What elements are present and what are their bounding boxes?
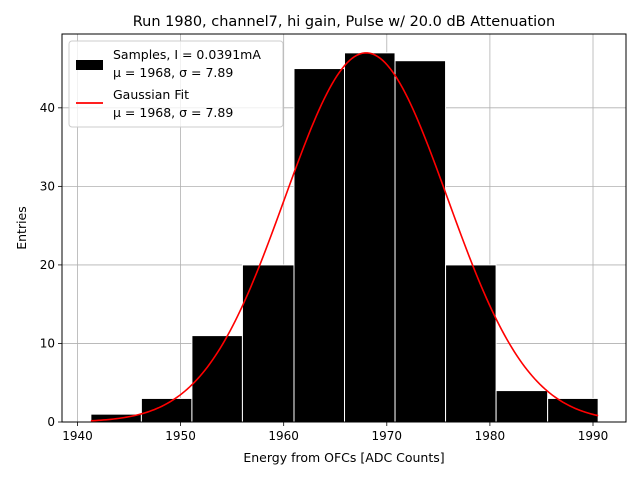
x-tick-label: 1970 <box>372 429 403 443</box>
histogram-bar <box>241 264 295 423</box>
histogram-bar <box>344 52 396 423</box>
x-tick-label: 1980 <box>475 429 506 443</box>
y-tick-label: 10 <box>40 336 55 350</box>
legend-fit-label: Gaussian Fit <box>113 87 189 102</box>
y-tick-label: 20 <box>40 258 55 272</box>
y-axis-label: Entries <box>14 206 29 250</box>
legend-box <box>68 40 284 128</box>
x-tick-label: 1990 <box>578 429 609 443</box>
legend: Samples, I = 0.0391mA μ = 1968, σ = 7.89… <box>68 40 284 128</box>
plot-frame <box>61 33 627 423</box>
histogram-bar <box>293 68 346 423</box>
y-tick-label: 30 <box>40 179 55 193</box>
gaussian-fit-curve <box>90 52 599 422</box>
y-tick-label: 0 <box>47 415 55 429</box>
legend-samples-swatch <box>76 60 103 70</box>
legend-fit-stats: μ = 1968, σ = 7.89 <box>113 105 233 120</box>
chart-title: Run 1980, channel7, hi gain, Pulse w/ 20… <box>133 14 556 30</box>
y-tick-label: 40 <box>40 101 55 115</box>
histogram-bar <box>140 397 193 423</box>
x-tick-label: 1940 <box>62 429 93 443</box>
histogram-bar <box>394 60 447 423</box>
histogram-bar <box>191 335 243 423</box>
y-axis-ticks: 0 10 20 30 40 <box>40 101 62 429</box>
x-tick-label: 1950 <box>165 429 196 443</box>
histogram-bar <box>547 397 599 423</box>
legend-samples-stats: μ = 1968, σ = 7.89 <box>113 65 233 80</box>
histogram-bar <box>495 390 549 423</box>
x-axis-ticks: 1940 1950 1960 1970 1980 1990 <box>62 422 608 443</box>
legend-samples-label: Samples, I = 0.0391mA <box>113 47 261 62</box>
histogram-bar <box>445 264 497 423</box>
x-tick-label: 1960 <box>268 429 299 443</box>
x-axis-label: Energy from OFCs [ADC Counts] <box>243 450 444 465</box>
